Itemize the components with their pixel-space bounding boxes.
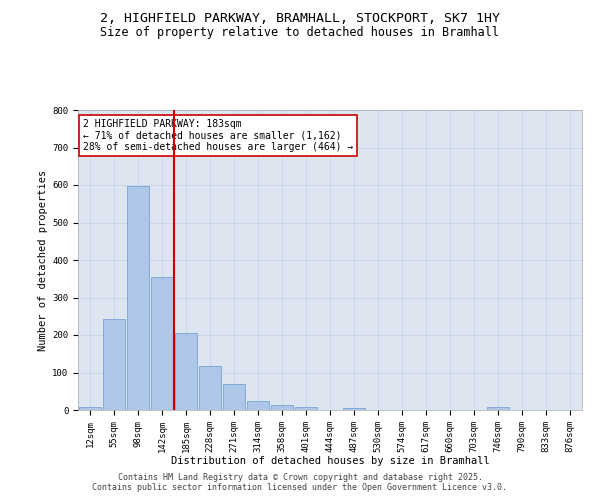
Bar	[247, 400, 269, 410]
Bar	[175, 333, 197, 410]
Text: 2, HIGHFIELD PARKWAY, BRAMHALL, STOCKPORT, SK7 1HY: 2, HIGHFIELD PARKWAY, BRAMHALL, STOCKPOR…	[100, 12, 500, 26]
Bar	[223, 384, 245, 410]
Bar	[151, 277, 173, 410]
Bar	[79, 407, 101, 410]
Text: Size of property relative to detached houses in Bramhall: Size of property relative to detached ho…	[101, 26, 499, 39]
Bar	[127, 186, 149, 410]
Y-axis label: Number of detached properties: Number of detached properties	[38, 170, 48, 350]
Bar	[487, 407, 509, 410]
Text: 2 HIGHFIELD PARKWAY: 183sqm
← 71% of detached houses are smaller (1,162)
28% of : 2 HIGHFIELD PARKWAY: 183sqm ← 71% of det…	[83, 119, 353, 152]
Bar	[103, 319, 125, 410]
Text: Contains HM Land Registry data © Crown copyright and database right 2025.
Contai: Contains HM Land Registry data © Crown c…	[92, 473, 508, 492]
Bar	[199, 366, 221, 410]
Bar	[271, 405, 293, 410]
Bar	[343, 408, 365, 410]
X-axis label: Distribution of detached houses by size in Bramhall: Distribution of detached houses by size …	[170, 456, 490, 466]
Bar	[295, 407, 317, 410]
